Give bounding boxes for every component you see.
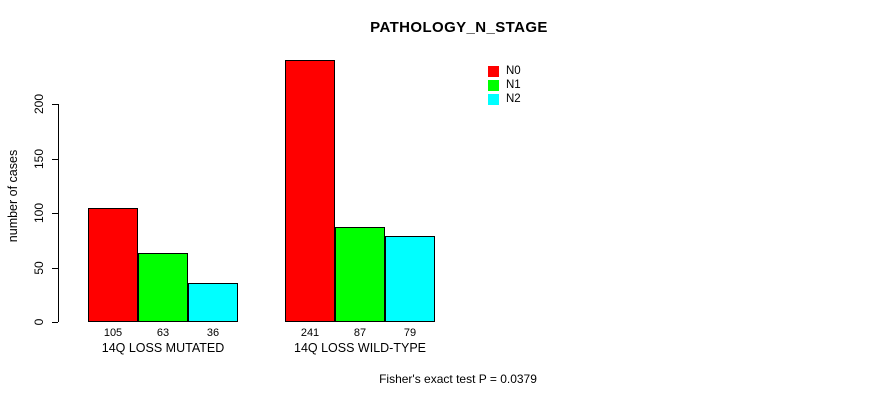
legend-label: N0 (506, 65, 521, 77)
legend-swatch-n0 (488, 65, 499, 77)
y-tick-label: 150 (32, 148, 46, 169)
bar-value-label: 105 (103, 327, 123, 339)
bar-n2-group2 (385, 236, 435, 322)
bar-value-label: 241 (300, 327, 320, 339)
y-tick-mark (52, 322, 58, 323)
legend: N0 N1 N2 (488, 64, 521, 106)
category-label-group2: 14Q LOSS WILD-TYPE (294, 341, 426, 355)
y-tick-label: 200 (32, 94, 46, 115)
y-tick-label: 50 (32, 260, 46, 275)
bar-value-label: 79 (403, 327, 417, 339)
bar-value-label: 63 (156, 327, 170, 339)
bar-value-label: 87 (353, 327, 367, 339)
bar-n1-group2 (335, 227, 385, 322)
legend-label: N2 (506, 93, 521, 105)
y-tick-mark (52, 104, 58, 106)
legend-row-n2: N2 (488, 92, 521, 106)
y-tick-label: 0 (32, 318, 46, 326)
legend-label: N1 (506, 79, 521, 91)
y-tick-label: 100 (32, 203, 46, 224)
legend-swatch-n2 (488, 93, 499, 105)
y-axis-line (58, 104, 59, 322)
chart-title: PATHOLOGY_N_STAGE (370, 19, 548, 36)
y-tick-mark (52, 158, 58, 160)
legend-row-n1: N1 (488, 78, 521, 92)
y-axis-label: number of cases (6, 149, 20, 243)
y-tick-mark (52, 213, 58, 215)
plot-area: 0 50 100 150 200 105 63 36 14Q LOSS MUTATED 241 87… (32, 50, 478, 355)
category-label-group1: 14Q LOSS MUTATED (101, 341, 225, 355)
annotation-fisher-test: Fisher's exact test P = 0.0379 (379, 372, 537, 386)
bar-value-label: 36 (206, 327, 220, 339)
legend-row-n0: N0 (488, 64, 521, 78)
bar-n1-group1 (138, 253, 188, 322)
bar-n0-group2 (285, 60, 335, 322)
bar-n0-group1 (88, 208, 138, 322)
y-tick-mark (52, 267, 58, 269)
bar-n2-group1 (188, 283, 238, 322)
legend-swatch-n1 (488, 79, 499, 91)
